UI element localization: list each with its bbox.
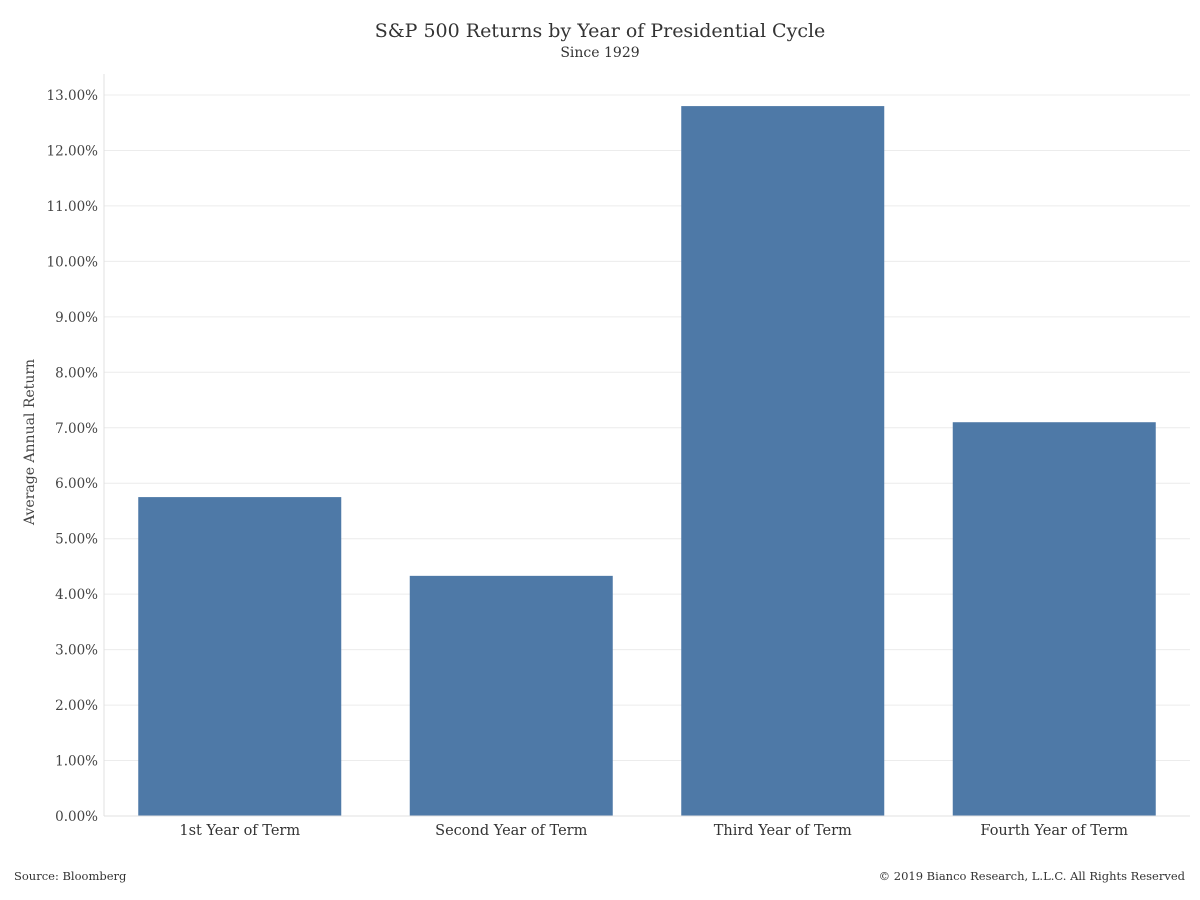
y-tick-label: 8.00% [55, 365, 98, 381]
source-note: Source: Bloomberg [14, 869, 127, 883]
y-axis-title: Average Annual Return [22, 359, 38, 526]
y-tick-label: 9.00% [55, 310, 98, 326]
y-axis-tick-labels: 0.00% 1.00% 2.00% 3.00% 4.00% 5.00% 6.00% 7.00%… [47, 88, 99, 825]
y-tick-label: 13.00% [47, 88, 99, 104]
bar [409, 575, 613, 816]
y-tick-label: 7.00% [55, 421, 98, 437]
x-category-label: 1st Year of Term [179, 823, 300, 839]
y-tick-label: 2.00% [55, 698, 98, 714]
bars [138, 106, 1156, 817]
y-tick-label: 6.00% [55, 476, 98, 492]
bar [952, 422, 1156, 816]
x-category-label: Third Year of Term [714, 823, 852, 839]
chart-subtitle: Since 1929 [560, 45, 639, 61]
copyright-note: © 2019 Bianco Research, L.L.C. All Right… [879, 869, 1186, 883]
bar [681, 106, 885, 817]
y-tick-label: 4.00% [55, 587, 98, 603]
x-category-label: Second Year of Term [435, 823, 587, 839]
y-tick-label: 0.00% [55, 809, 98, 825]
y-tick-label: 1.00% [55, 754, 98, 770]
x-axis-category-labels: 1st Year of Term Second Year of Term Third… [179, 823, 1128, 839]
bar [138, 497, 342, 816]
y-tick-label: 3.00% [55, 643, 98, 659]
chart-title: S&P 500 Returns by Year of Presidential … [375, 20, 826, 42]
y-tick-label: 10.00% [47, 254, 99, 270]
y-tick-label: 11.00% [47, 199, 99, 215]
x-category-label: Fourth Year of Term [980, 823, 1128, 839]
y-tick-label: 12.00% [47, 143, 99, 159]
y-tick-label: 5.00% [55, 532, 98, 548]
